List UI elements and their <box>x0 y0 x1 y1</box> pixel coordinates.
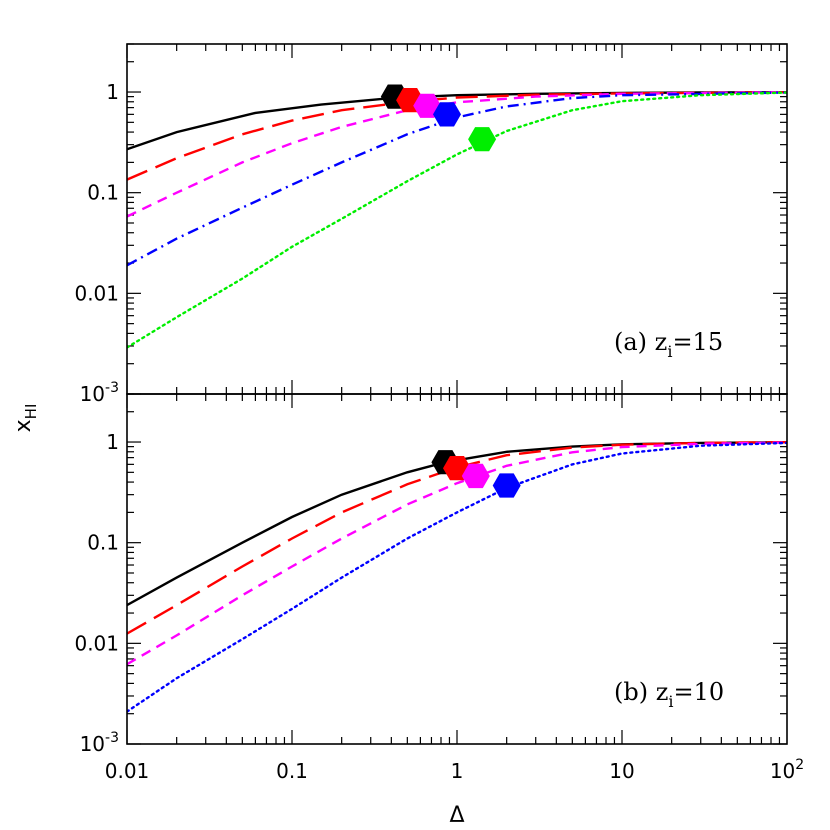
series-line <box>127 441 787 607</box>
series-marker <box>468 127 497 152</box>
y-axis-label: xHI <box>11 404 40 433</box>
series-group <box>127 91 787 349</box>
y-tick-label: 1 <box>106 430 119 454</box>
series-marker <box>433 102 461 127</box>
series-marker <box>461 463 490 489</box>
series-marker <box>413 93 442 118</box>
panel-a: 1 0.1 0.01 10-3 (a) zi=15 <box>74 43 788 406</box>
panel-annotation: (b) zi=10 <box>614 678 724 711</box>
x-tick-label: 1 <box>451 759 464 783</box>
series-line <box>127 441 787 635</box>
panel-annotation: (a) zi=15 <box>614 328 723 361</box>
y-tick-label: 1 <box>106 80 119 104</box>
panel-b: 1 0.1 0.01 10-3 0.01 0.1 1 10 102 (b) zi=10 <box>74 393 804 783</box>
y-tick-label: 0.01 <box>74 281 119 305</box>
y-tick-label: 10-3 <box>80 380 119 406</box>
series-line <box>127 441 787 666</box>
series-line <box>127 441 787 713</box>
ticks <box>126 43 787 395</box>
series-line <box>127 91 787 218</box>
y-axis-label-main: x <box>11 419 36 432</box>
x-tick-label: 0.1 <box>276 759 308 783</box>
series-marker <box>492 473 521 498</box>
y-tick-label: 0.1 <box>87 181 119 205</box>
y-tick-label: 0.1 <box>87 531 119 555</box>
x-tick-label: 102 <box>770 757 804 783</box>
series-line <box>127 91 787 181</box>
x-tick-label: 0.01 <box>105 759 150 783</box>
y-axis-label-sub: HI <box>22 404 40 420</box>
y-tick-label: 0.01 <box>74 631 119 655</box>
x-tick-label: 10 <box>609 759 634 783</box>
series-line <box>127 91 787 267</box>
series-group <box>127 441 787 713</box>
y-tick-label: 10-3 <box>80 730 119 756</box>
series-line <box>127 91 787 349</box>
x-axis-label: Δ <box>449 803 464 828</box>
panel-frame <box>126 393 788 745</box>
